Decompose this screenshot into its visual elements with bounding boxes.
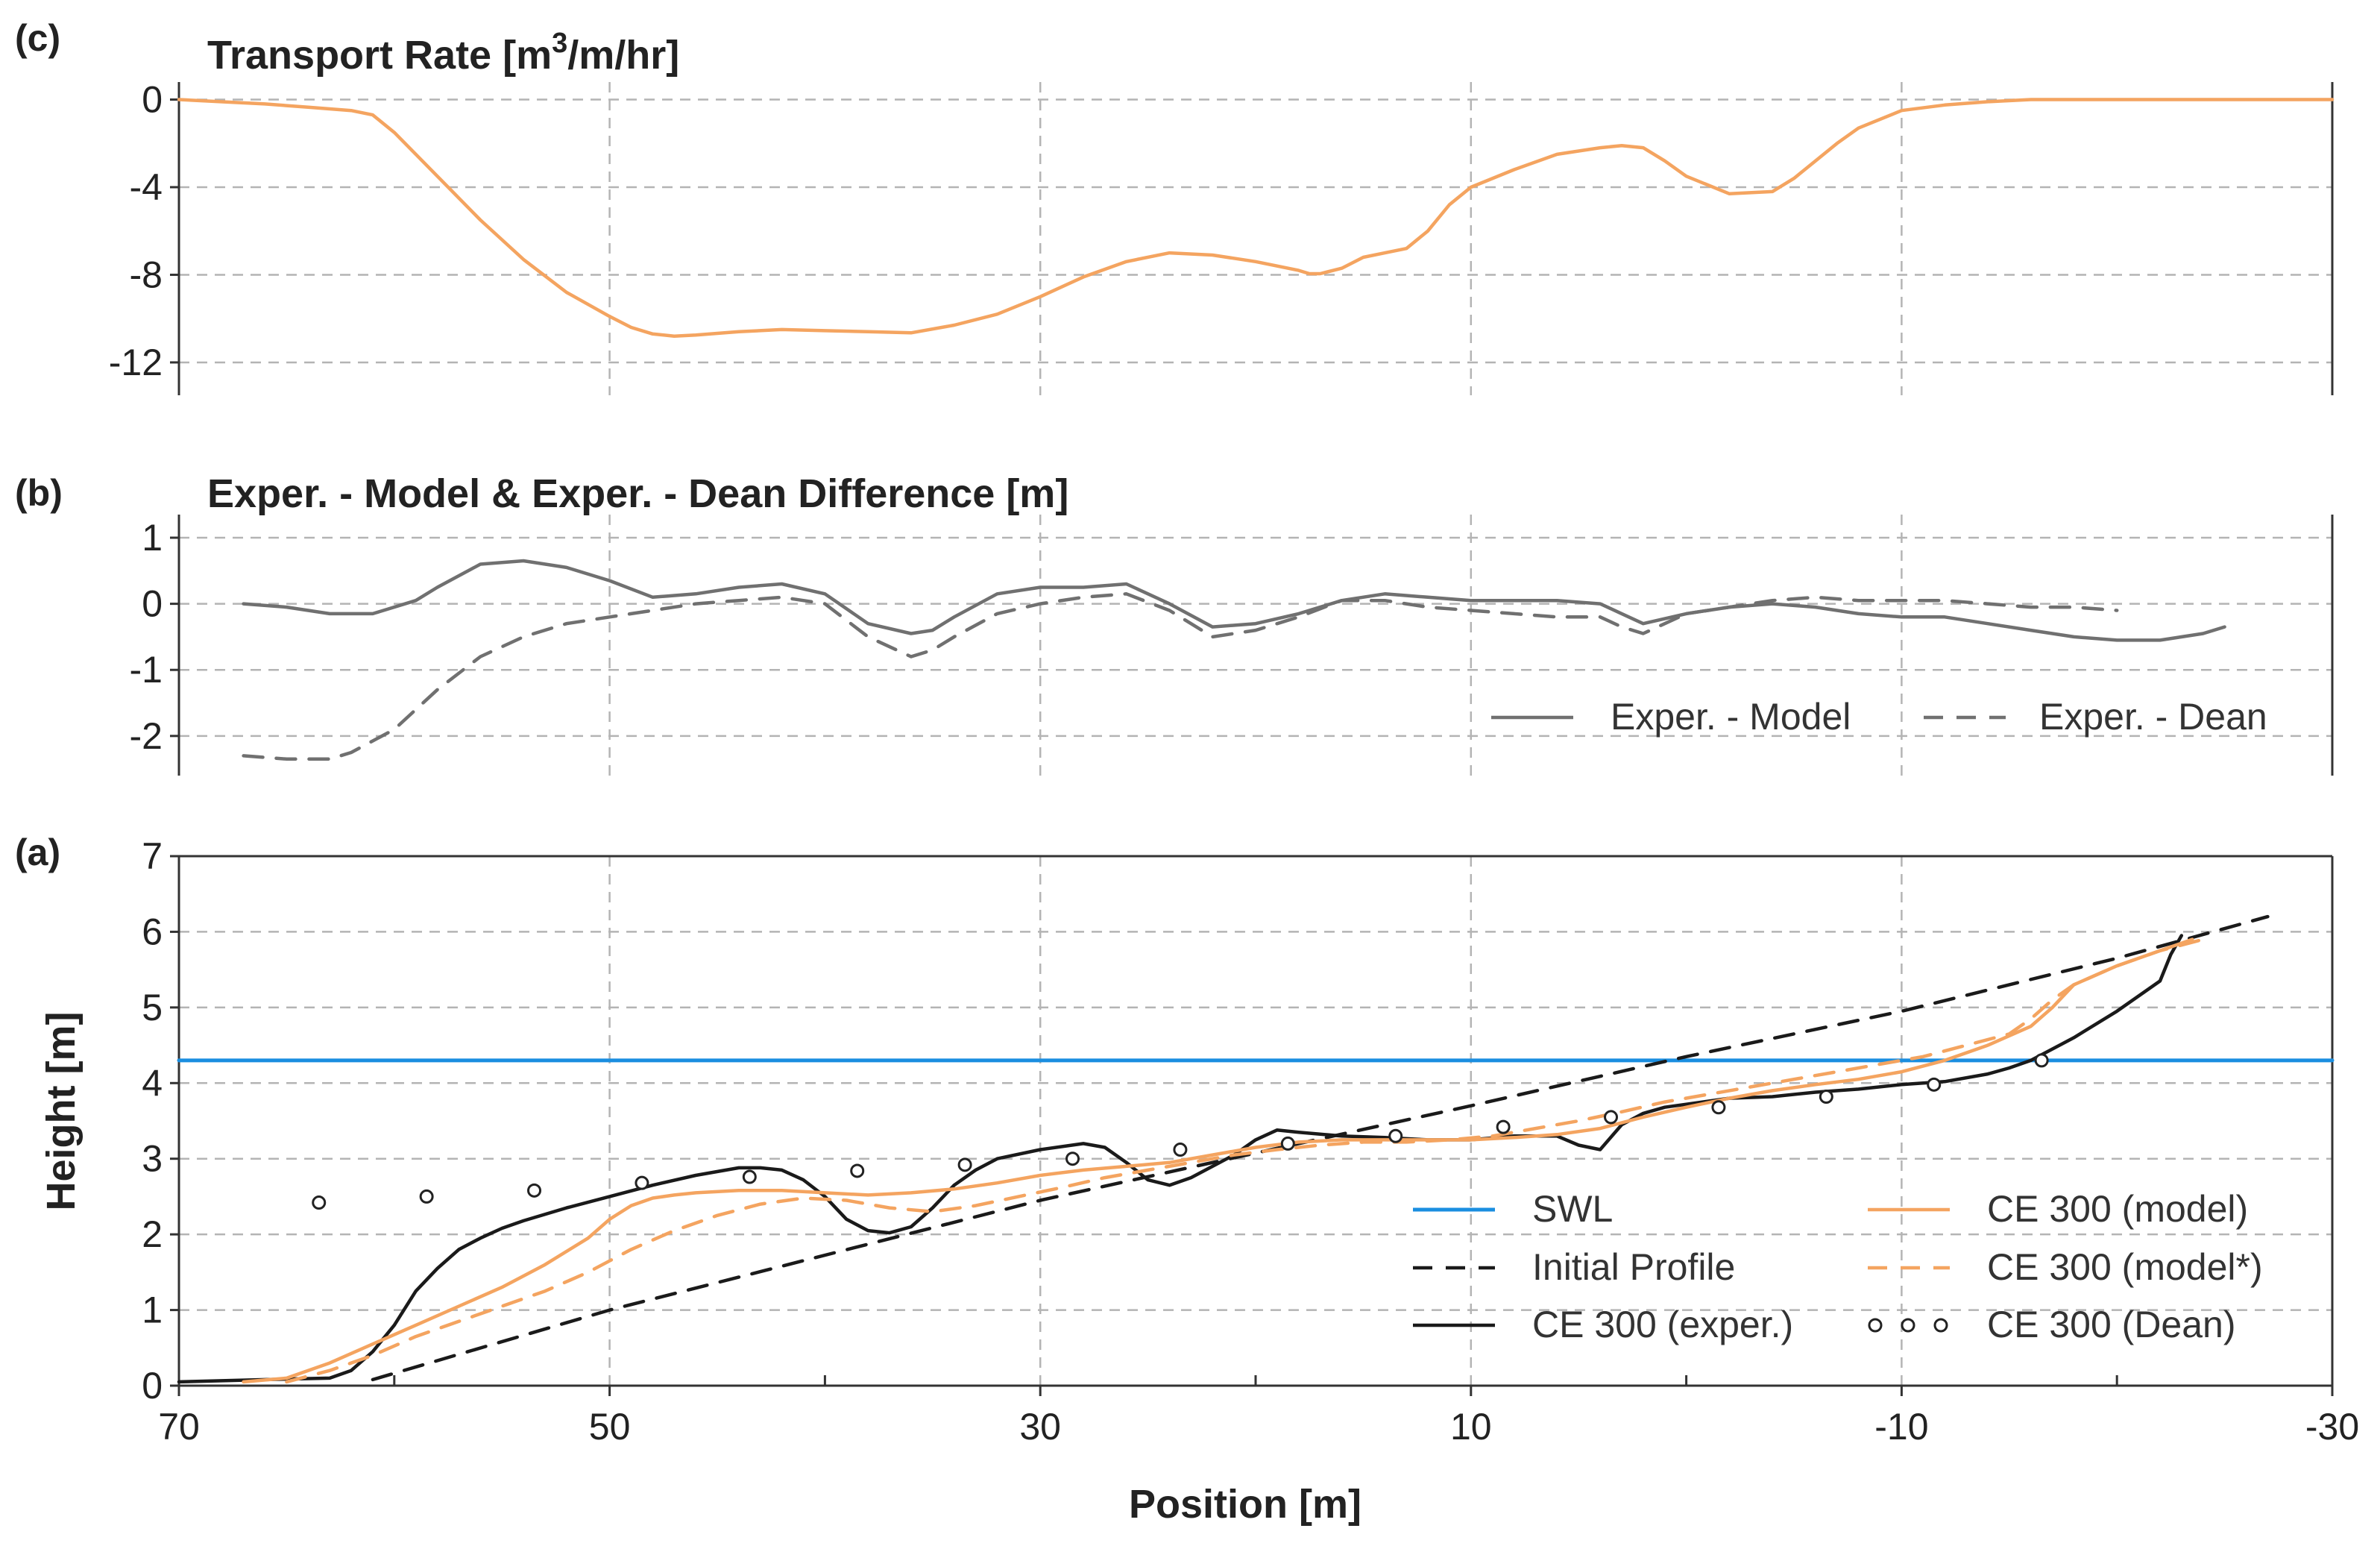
series-a <box>177 914 2335 1384</box>
panel-label-c: (c) <box>15 17 60 59</box>
dean-point-5 <box>850 1163 865 1178</box>
legend-a-label-2: CE 300 (exper.) <box>1532 1304 1793 1345</box>
legend-a-label-0: SWL <box>1532 1188 1613 1230</box>
legend-a-dot-0 <box>1868 1318 1883 1333</box>
legend-a-dot-2 <box>1933 1318 1948 1333</box>
dean-point-10 <box>1388 1128 1403 1143</box>
dean-point-16 <box>2034 1053 2049 1068</box>
dean-point-1 <box>419 1189 434 1204</box>
ytick-label-c-1: -4 <box>130 166 163 208</box>
series-b-exper-model <box>242 559 2226 642</box>
legend-a-label-3: CE 300 (model) <box>1987 1188 2248 1230</box>
xtick-label-3: 10 <box>1450 1406 1492 1448</box>
dean-point-15 <box>1927 1077 1942 1092</box>
title-c-tail: /m/hr] <box>567 33 679 78</box>
xtick-label-5: -30 <box>2305 1406 2359 1448</box>
panel-label-a: (a) <box>15 832 60 873</box>
panel-title-b: Exper. - Model & Exper. - Dean Differenc… <box>207 471 1068 516</box>
yticks-c: 0 -4 -8 -12 <box>109 78 179 383</box>
panel-height-profile: (a) 0 1 2 3 4 5 6 7 70 50 30 10 -10 -30 SWL Initial P… <box>15 832 2359 1527</box>
legend-b-label-1: Exper. - Dean <box>2039 696 2267 738</box>
legend-b: Exper. - Model Exper. - Dean <box>1491 696 2267 738</box>
dean-point-13 <box>1711 1100 1726 1115</box>
ytick-label-a-4: 4 <box>142 1062 163 1104</box>
xtick-label-1: 50 <box>589 1406 631 1448</box>
series-c <box>177 98 2335 338</box>
ytick-label-b-1: 0 <box>142 583 163 625</box>
panel-transport-rate: (c) Transport Rate [m3/m/hr] 0 -4 -8 -12 <box>15 17 2335 395</box>
dean-point-6 <box>957 1157 972 1172</box>
dean-point-2 <box>527 1183 542 1198</box>
ytick-label-a-3: 3 <box>142 1138 163 1180</box>
series-a-initial-profile <box>371 914 2270 1382</box>
title-c-main: Transport Rate [m <box>207 33 552 78</box>
ytick-label-b-0: 1 <box>142 517 163 559</box>
ytick-label-a-0: 0 <box>142 1365 163 1407</box>
panel-label-b: (b) <box>15 472 63 514</box>
series-a-ce-300-model <box>285 937 2205 1384</box>
xtick-label-4: -10 <box>1874 1406 1928 1448</box>
series-b <box>242 559 2226 761</box>
legend-a: SWL Initial Profile CE 300 (exper.) CE 300 … <box>1413 1188 2263 1345</box>
ytick-label-a-5: 5 <box>142 987 163 1028</box>
ytick-label-b-2: -1 <box>130 649 163 691</box>
dean-point-11 <box>1496 1119 1511 1134</box>
xtick-label-0: 70 <box>158 1406 200 1448</box>
x-axis-label: Position [m] <box>1129 1482 1361 1527</box>
y-axis-label: Height [m] <box>39 1012 84 1211</box>
axes-c <box>177 82 2334 395</box>
dean-point-7 <box>1065 1151 1080 1166</box>
axes-b <box>177 515 2334 776</box>
grid-c <box>179 82 2332 395</box>
ytick-label-c-0: 0 <box>142 78 163 120</box>
legend-a-label-4: CE 300 (model*) <box>1987 1246 2263 1288</box>
dean-point-3 <box>635 1175 649 1190</box>
legend-a-label-1: Initial Profile <box>1532 1246 1735 1288</box>
ytick-label-a-2: 2 <box>142 1213 163 1255</box>
panel-title-c: Transport Rate [m3/m/hr] <box>207 28 679 78</box>
series-a-ce-300-model <box>242 937 2194 1384</box>
grid-a <box>179 856 2332 1386</box>
legend-a-label-5: CE 300 (Dean) <box>1987 1304 2236 1345</box>
panel-difference: (b) Exper. - Model & Exper. - Dean Diffe… <box>15 471 2334 776</box>
ytick-label-b-3: -2 <box>130 715 163 757</box>
ytick-label-a-6: 6 <box>142 911 163 952</box>
dean-point-9 <box>1280 1136 1295 1151</box>
ytick-label-c-3: -12 <box>109 342 163 383</box>
dean-point-8 <box>1173 1143 1188 1157</box>
yticks-a: 0 1 2 3 4 5 6 7 <box>142 835 179 1407</box>
grid-b <box>179 515 2332 776</box>
series-a-ce-300-dean <box>312 1053 2049 1210</box>
legend-a-dot-1 <box>1901 1318 1915 1333</box>
yticks-b: 1 0 -1 -2 <box>130 517 179 757</box>
title-c-sup: 3 <box>552 28 567 59</box>
series-b-exper-dean <box>242 592 2119 761</box>
xticks-a: 70 50 30 10 -10 -30 <box>158 1375 2359 1448</box>
ytick-label-a-1: 1 <box>142 1289 163 1331</box>
ytick-label-c-2: -8 <box>130 254 163 295</box>
dean-point-4 <box>742 1169 757 1184</box>
dean-point-12 <box>1604 1110 1619 1125</box>
xtick-label-2: 30 <box>1019 1406 1061 1448</box>
legend-b-label-0: Exper. - Model <box>1611 696 1851 738</box>
series-c-transport-rate <box>177 98 2335 338</box>
dean-point-14 <box>1819 1090 1833 1104</box>
series-a-ce-300-exper <box>177 934 2184 1384</box>
dean-point-0 <box>312 1195 327 1210</box>
ytick-label-a-7: 7 <box>142 835 163 877</box>
